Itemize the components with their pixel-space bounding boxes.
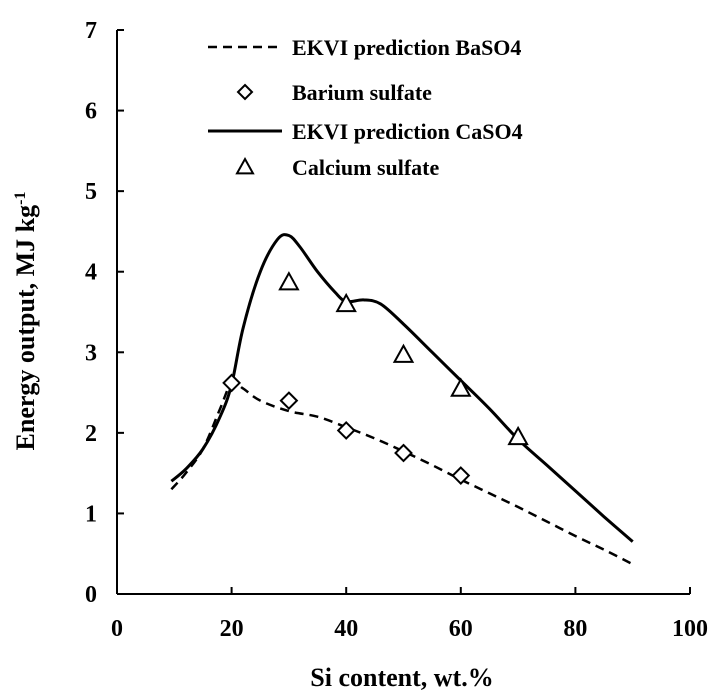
y-tick-label: 3	[85, 340, 97, 366]
data-point-diamond	[279, 391, 299, 411]
x-axis-title: Si content, wt.%	[310, 663, 493, 692]
data-point-diamond	[394, 443, 413, 463]
y-tick-label: 1	[85, 501, 97, 527]
ticks: 0 20 40 60 80 100 0 1 2 3 4 5 6 7	[85, 18, 708, 642]
data-point-triangle	[507, 425, 529, 446]
data-point-triangle	[278, 271, 300, 291]
x-tick-label: 100	[672, 616, 708, 642]
y-tick-label: 5	[85, 179, 97, 205]
x-tick-label: 60	[449, 616, 473, 642]
data-point-triangle	[450, 377, 472, 397]
x-tick-label: 0	[111, 616, 123, 642]
data-point-diamond	[222, 373, 242, 393]
legend-label: Barium sulfate	[292, 80, 432, 105]
legend-entry: EKVI prediction BaSO4	[208, 35, 521, 60]
y-tick-label: 7	[85, 18, 97, 44]
y-tick-label: 4	[85, 260, 97, 286]
series-line-baso4	[170, 380, 634, 566]
x-tick-label: 40	[334, 616, 358, 642]
legend-label: EKVI prediction CaSO4	[292, 119, 523, 144]
legend: EKVI prediction BaSO4 Barium sulfate EKVI …	[208, 35, 523, 180]
legend-diamond-symbol	[236, 83, 254, 101]
axes	[116, 30, 690, 595]
plot-area	[170, 233, 634, 566]
x-tick-label: 80	[563, 616, 587, 642]
legend-triangle-symbol	[235, 156, 255, 175]
x-tick-label: 20	[220, 616, 244, 642]
data-point-diamond	[336, 421, 356, 440]
y-tick-label: 6	[85, 99, 97, 125]
data-point-diamond	[451, 466, 471, 485]
y-axis-title-superscript: -1	[12, 192, 29, 205]
y-tick-label: 0	[85, 582, 97, 608]
data-point-triangle	[335, 292, 357, 313]
legend-entry: EKVI prediction CaSO4	[208, 119, 523, 144]
legend-label: EKVI prediction BaSO4	[292, 35, 521, 60]
y-tick-label: 2	[85, 421, 97, 447]
legend-entry: Calcium sulfate	[235, 155, 440, 180]
data-point-triangle	[392, 343, 415, 363]
legend-label: Calcium sulfate	[292, 155, 440, 180]
y-axis-title: Energy output, MJ kg-1	[11, 192, 40, 451]
legend-entry: Barium sulfate	[236, 80, 432, 105]
y-axis-title-main: Energy output, MJ kg	[11, 205, 40, 451]
